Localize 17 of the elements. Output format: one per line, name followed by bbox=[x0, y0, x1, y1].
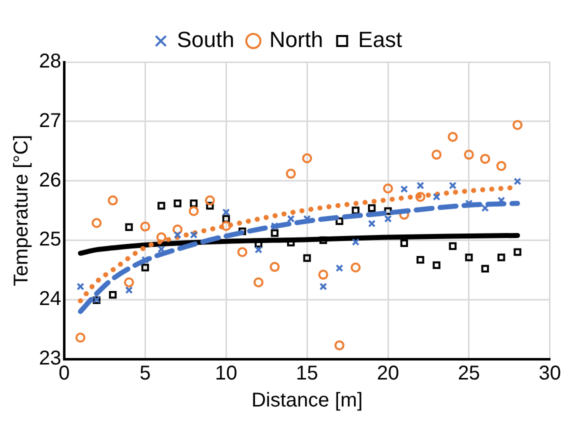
x-tick-label: 5 bbox=[140, 362, 151, 385]
x-tick-label: 10 bbox=[215, 362, 238, 385]
x-tick-label: 30 bbox=[538, 362, 561, 385]
legend-label: North bbox=[269, 27, 324, 52]
x-tick-label: 15 bbox=[296, 362, 318, 385]
legend-label: South bbox=[176, 27, 234, 52]
x-tick-label: 25 bbox=[458, 362, 480, 385]
y-tick-label: 24 bbox=[38, 288, 62, 310]
y-tick-label: 25 bbox=[38, 228, 62, 251]
legend-label: East bbox=[358, 27, 402, 52]
y-axis-title: Temperature [°C] bbox=[10, 134, 33, 286]
x-tick-label: 20 bbox=[376, 362, 400, 385]
x-tick-label: 0 bbox=[58, 362, 70, 385]
x-axis-title: Distance [m] bbox=[251, 390, 363, 412]
y-tick-label: 28 bbox=[38, 50, 62, 73]
y-tick-label: 26 bbox=[38, 169, 62, 192]
y-tick-label: 27 bbox=[38, 110, 62, 132]
